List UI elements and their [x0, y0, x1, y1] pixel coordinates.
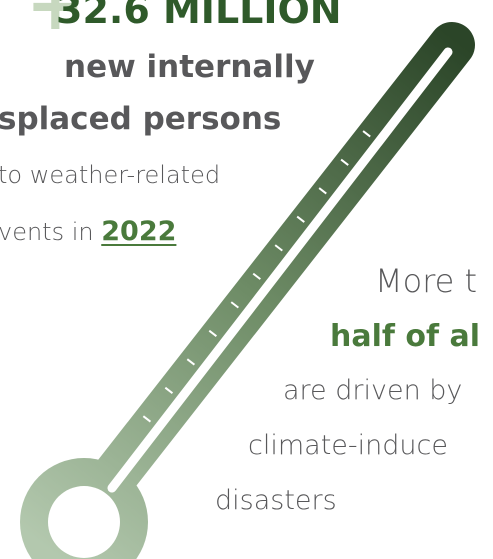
text-line: climate-induce — [248, 430, 448, 461]
year: 2022 — [101, 216, 177, 247]
text-line: to weather-related — [0, 161, 221, 189]
text-line: disasters — [215, 485, 337, 516]
tick — [230, 301, 239, 309]
headline: 32.6 MILLION — [56, 0, 342, 32]
text-line: vents in 2022 — [0, 218, 176, 245]
bulb-center — [48, 486, 120, 558]
tick — [186, 358, 196, 366]
tick — [208, 329, 218, 337]
tick — [318, 187, 327, 195]
tick — [274, 244, 283, 252]
tick — [252, 272, 261, 280]
text-line: are driven by — [283, 375, 463, 406]
text-line: half of al — [330, 319, 481, 354]
tick — [164, 386, 174, 394]
tick — [142, 415, 152, 423]
plus: + — [26, 0, 85, 46]
tick — [340, 158, 349, 166]
ticks — [142, 130, 371, 423]
tick — [296, 215, 305, 223]
tube-channel — [107, 47, 453, 493]
text-line: More t — [375, 262, 478, 300]
text-line: new internally — [64, 49, 315, 85]
text-line: splaced persons — [0, 101, 282, 137]
text: vents in — [0, 218, 94, 246]
tick — [362, 130, 371, 138]
